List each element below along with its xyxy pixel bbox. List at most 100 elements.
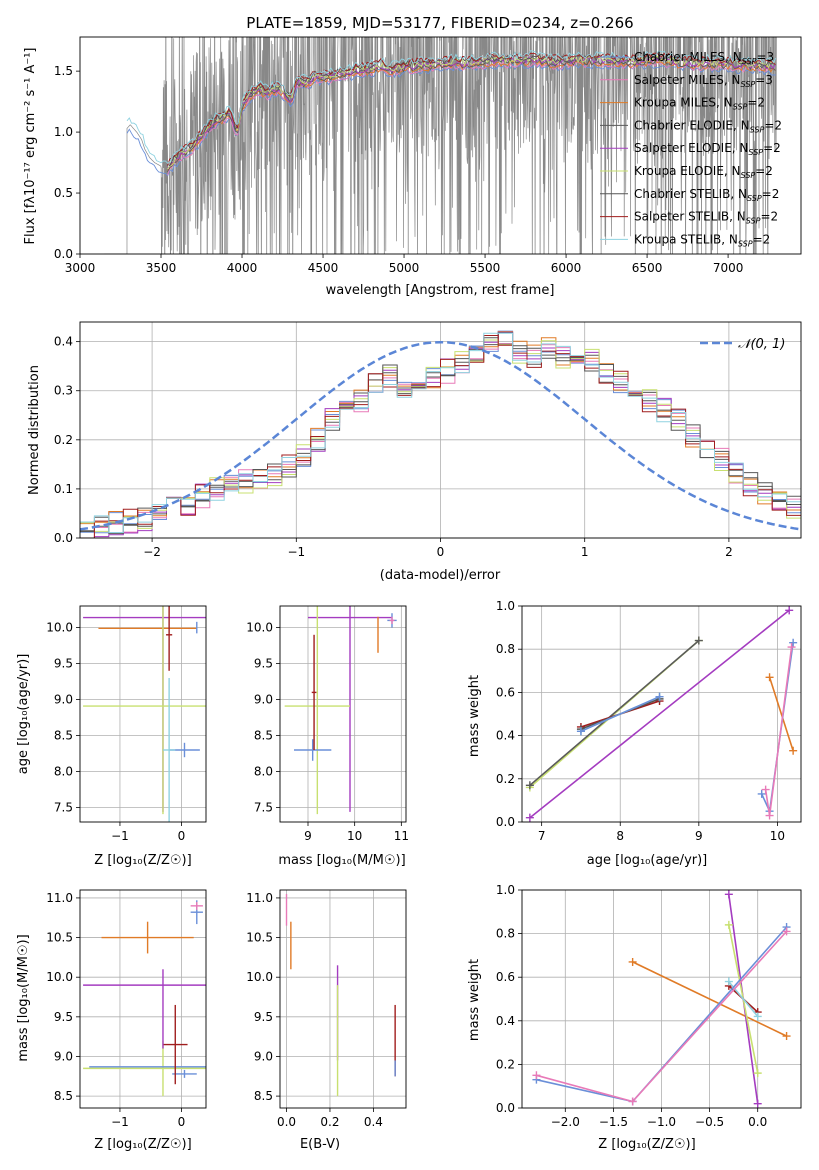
residuals-plot-area	[80, 330, 801, 538]
ebv_vs_mass-frame	[279, 889, 407, 1109]
x-tick-label: 0.0	[277, 1115, 296, 1129]
weight-point	[694, 636, 703, 645]
y-tick-label: 1.0	[54, 125, 73, 139]
y-tick-label: 8.5	[254, 1089, 273, 1103]
x-tick-label: 0.2	[320, 1115, 339, 1129]
mass_vs_age-frame	[279, 605, 407, 823]
y-tick-label: 0.6	[496, 685, 515, 699]
ebv_vs_mass-grid	[280, 890, 406, 1108]
y-tick-label: 0.4	[496, 1014, 515, 1028]
weight-point	[789, 746, 798, 755]
legend-entry: Salpeter MILES, NSSP=3	[634, 73, 773, 89]
age_vs_weight-frame	[521, 605, 802, 823]
ebv-mass-xlabel: E(B-V)	[300, 1137, 340, 1152]
model-spectrum-kroupa_stelib	[126, 49, 777, 164]
spectrum-panel: PLATE=1859, MJD=53177, FIBERID=0234, z=0…	[23, 14, 802, 298]
z-mass-panel: Z [log₁₀(Z/Z☉)] mass [log₁₀(M/M☉)] −1 0 8.…	[16, 889, 207, 1152]
y-tick-label: 9.5	[254, 1010, 273, 1024]
y-tick-label: 1.5	[54, 64, 73, 78]
mass_vs_age-grid	[280, 606, 406, 822]
y-tick-label: 9.5	[54, 657, 73, 671]
y-tick-label: 0.0	[54, 531, 73, 545]
weight-point	[724, 890, 733, 899]
y-tick-label: 10.0	[46, 621, 73, 635]
ebv_vs_mass-plot-area	[285, 893, 396, 1097]
z-age-xlabel: Z [log₁₀(Z/Z☉)]	[94, 853, 191, 868]
weight-point	[765, 811, 774, 820]
weight-point	[525, 781, 534, 790]
weight-point	[576, 727, 585, 736]
y-tick-label: 10.0	[246, 621, 273, 635]
x-tick-label: −2	[143, 545, 161, 559]
weight-point	[628, 1097, 637, 1106]
age-weight-xlabel: age [log₁₀(age/yr)]	[587, 853, 708, 868]
weight-point	[761, 785, 770, 794]
x-tick-label: 4500	[308, 261, 339, 275]
y-tick-label: 0.5	[54, 186, 73, 200]
x-tick-label: 2	[725, 545, 733, 559]
y-tick-label: 7.5	[254, 801, 273, 815]
weight-line	[632, 961, 787, 1037]
z-age-panel: Z [log₁₀(Z/Z☉)] age [log₁₀(age/yr)] −1 0 7…	[16, 605, 207, 868]
y-tick-label: 0.2	[496, 1057, 515, 1071]
x-tick-label: 9	[304, 829, 312, 843]
x-tick-label: 6000	[551, 261, 582, 275]
mass-age-xlabel: mass [log₁₀(M/M☉)]	[278, 853, 405, 868]
y-tick-label: 9.0	[254, 693, 273, 707]
legend-entry: Chabrier MILES, NSSP=3	[634, 50, 774, 66]
x-tick-label: −0.5	[695, 1115, 724, 1129]
x-tick-label: −1.5	[599, 1115, 628, 1129]
spectrum-legend: Chabrier MILES, NSSP=3 Salpeter MILES, NS…	[600, 50, 782, 248]
weight-point	[532, 1071, 541, 1080]
y-tick-label: 8.5	[254, 729, 273, 743]
y-tick-label: 0.3	[54, 384, 73, 398]
z-age-ylabel: age [log₁₀(age/yr)]	[16, 654, 31, 775]
Z_vs_age-plot-area	[83, 606, 206, 822]
x-tick-label: 0	[178, 829, 186, 843]
residuals-legend: 𝒩(0, 1)	[700, 337, 785, 352]
x-tick-label: 7	[538, 829, 546, 843]
weight-point	[655, 692, 664, 701]
weight-point	[724, 920, 733, 929]
x-tick-label: 5000	[389, 261, 420, 275]
y-tick-label: 7.5	[54, 801, 73, 815]
y-tick-label: 1.0	[496, 883, 515, 897]
x-tick-label: −2.0	[551, 1115, 580, 1129]
y-tick-label: 8.0	[254, 765, 273, 779]
y-tick-label: 0.0	[54, 247, 73, 261]
Z_vs_weight-plot-area	[532, 890, 791, 1108]
y-tick-label: 0.0	[496, 1101, 515, 1115]
residuals-frame	[79, 321, 802, 539]
y-tick-label: 8.5	[54, 1089, 73, 1103]
age-weight-panel: age [log₁₀(age/yr)] mass weight 7 8 9 10 0.0…	[467, 599, 802, 868]
Z_vs_mass-frame	[79, 889, 207, 1109]
legend-entry: Kroupa STELIB, NSSP=2	[634, 232, 770, 248]
Z_vs_age-frame	[79, 605, 207, 823]
x-tick-label: −1	[287, 545, 305, 559]
x-tick-label: 5500	[470, 261, 501, 275]
weight-line	[580, 695, 660, 733]
legend-entry: Chabrier STELIB, NSSP=2	[634, 187, 779, 203]
x-tick-label: 3000	[65, 261, 96, 275]
weight-point	[787, 643, 796, 652]
weight-point	[753, 1069, 762, 1078]
y-tick-label: 0.2	[496, 772, 515, 786]
weight-point	[782, 927, 791, 936]
y-tick-label: 9.0	[54, 1049, 73, 1063]
x-tick-label: 6500	[632, 261, 663, 275]
y-tick-label: 10.0	[46, 970, 73, 984]
mass_vs_age-plot-area	[284, 606, 397, 815]
weight-point	[785, 606, 794, 615]
y-tick-label: 0.8	[496, 927, 515, 941]
x-tick-label: 10	[347, 829, 362, 843]
weight-point	[525, 813, 534, 822]
y-tick-label: 10.5	[46, 931, 73, 945]
x-tick-label: 8	[616, 829, 624, 843]
weight-point	[628, 957, 637, 966]
legend-entry: Chabrier ELODIE, NSSP=2	[634, 118, 782, 134]
y-tick-label: 9.5	[54, 1010, 73, 1024]
y-tick-label: 0.4	[496, 729, 515, 743]
y-tick-label: 0.8	[496, 642, 515, 656]
y-tick-label: 9.0	[254, 1049, 273, 1063]
